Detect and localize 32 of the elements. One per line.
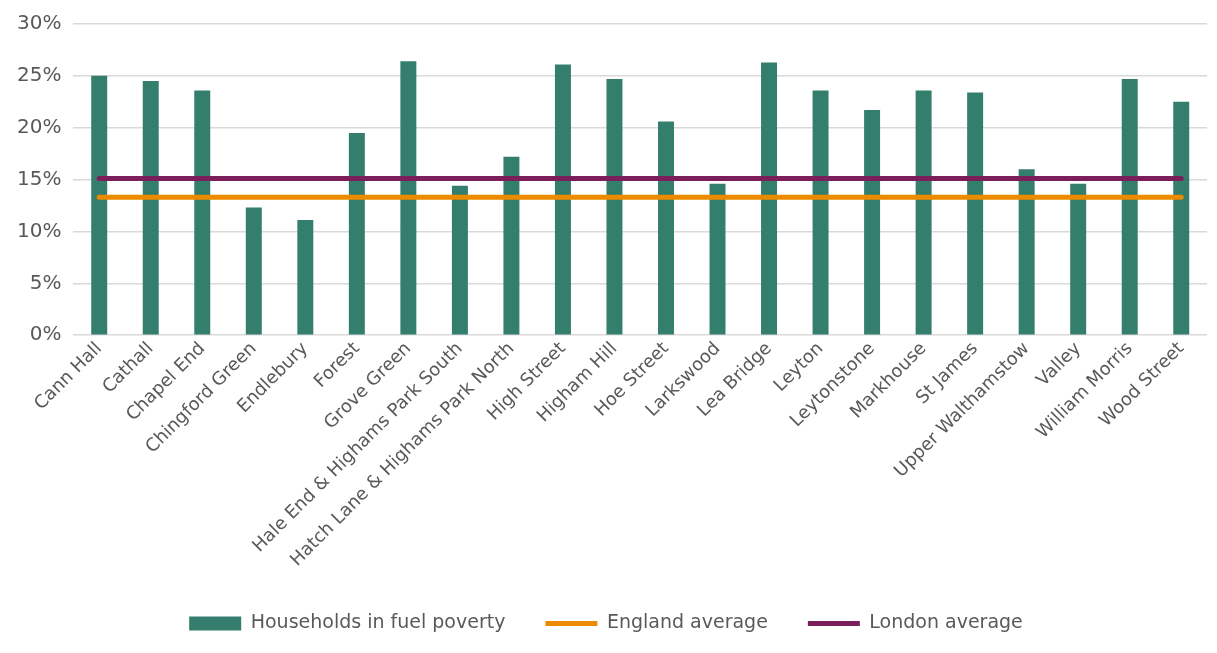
bar [451, 185, 468, 335]
legend-label: London average [869, 610, 1023, 633]
bar [967, 92, 984, 335]
bar [658, 121, 674, 335]
legend-label: Households in fuel poverty [250, 610, 506, 633]
bar [1121, 78, 1138, 335]
bar [245, 207, 262, 335]
bar [1173, 101, 1190, 335]
bar [194, 90, 211, 335]
y-tick-label: 25% [17, 62, 62, 87]
bar [91, 75, 108, 335]
bar [554, 64, 571, 335]
bar [864, 110, 881, 335]
bar [400, 61, 417, 335]
bar [142, 81, 159, 335]
bar [348, 132, 365, 335]
legend-label: England average [606, 610, 768, 633]
y-tick-label: 0% [29, 321, 62, 346]
bar [761, 62, 778, 335]
y-tick-label: 30% [17, 10, 62, 35]
y-tick-label: 20% [17, 113, 62, 138]
y-tick-label: 15% [17, 165, 62, 190]
bar [1070, 183, 1087, 335]
bar [606, 78, 623, 335]
y-tick-label: 5% [29, 269, 62, 294]
bar [915, 90, 932, 335]
bar [812, 90, 829, 335]
bar [1018, 169, 1035, 335]
bar [709, 183, 726, 335]
y-tick-label: 10% [17, 217, 62, 242]
bar [297, 220, 314, 335]
bar [503, 156, 520, 335]
